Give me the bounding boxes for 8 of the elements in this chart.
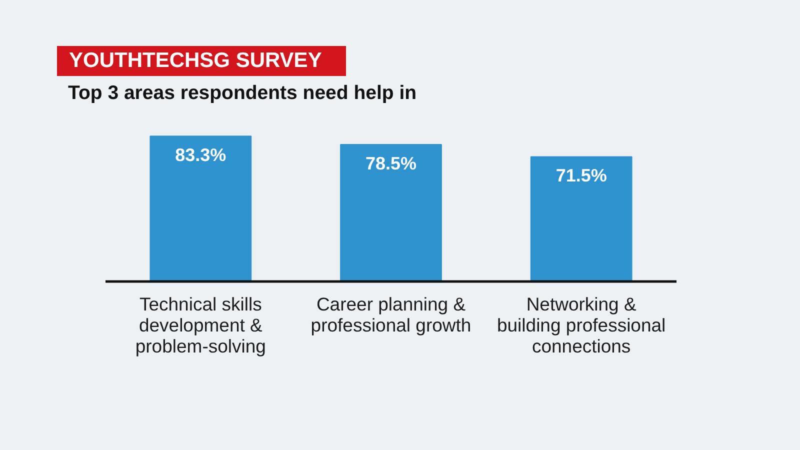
x-tick-label: Networking & building professional connections xyxy=(497,294,666,356)
x-tick-label: Technical skills development & problem-solving xyxy=(135,294,266,356)
data-label: 83.3% xyxy=(175,145,226,166)
chart-subtitle: Top 3 areas respondents need help in xyxy=(68,82,417,104)
data-label: 78.5% xyxy=(365,154,417,174)
x-tick-label: Career planning & professional growth xyxy=(310,294,472,336)
data-label: 71.5% xyxy=(556,166,607,186)
chart-title: YOUTHTECHSG SURVEY xyxy=(57,46,346,76)
